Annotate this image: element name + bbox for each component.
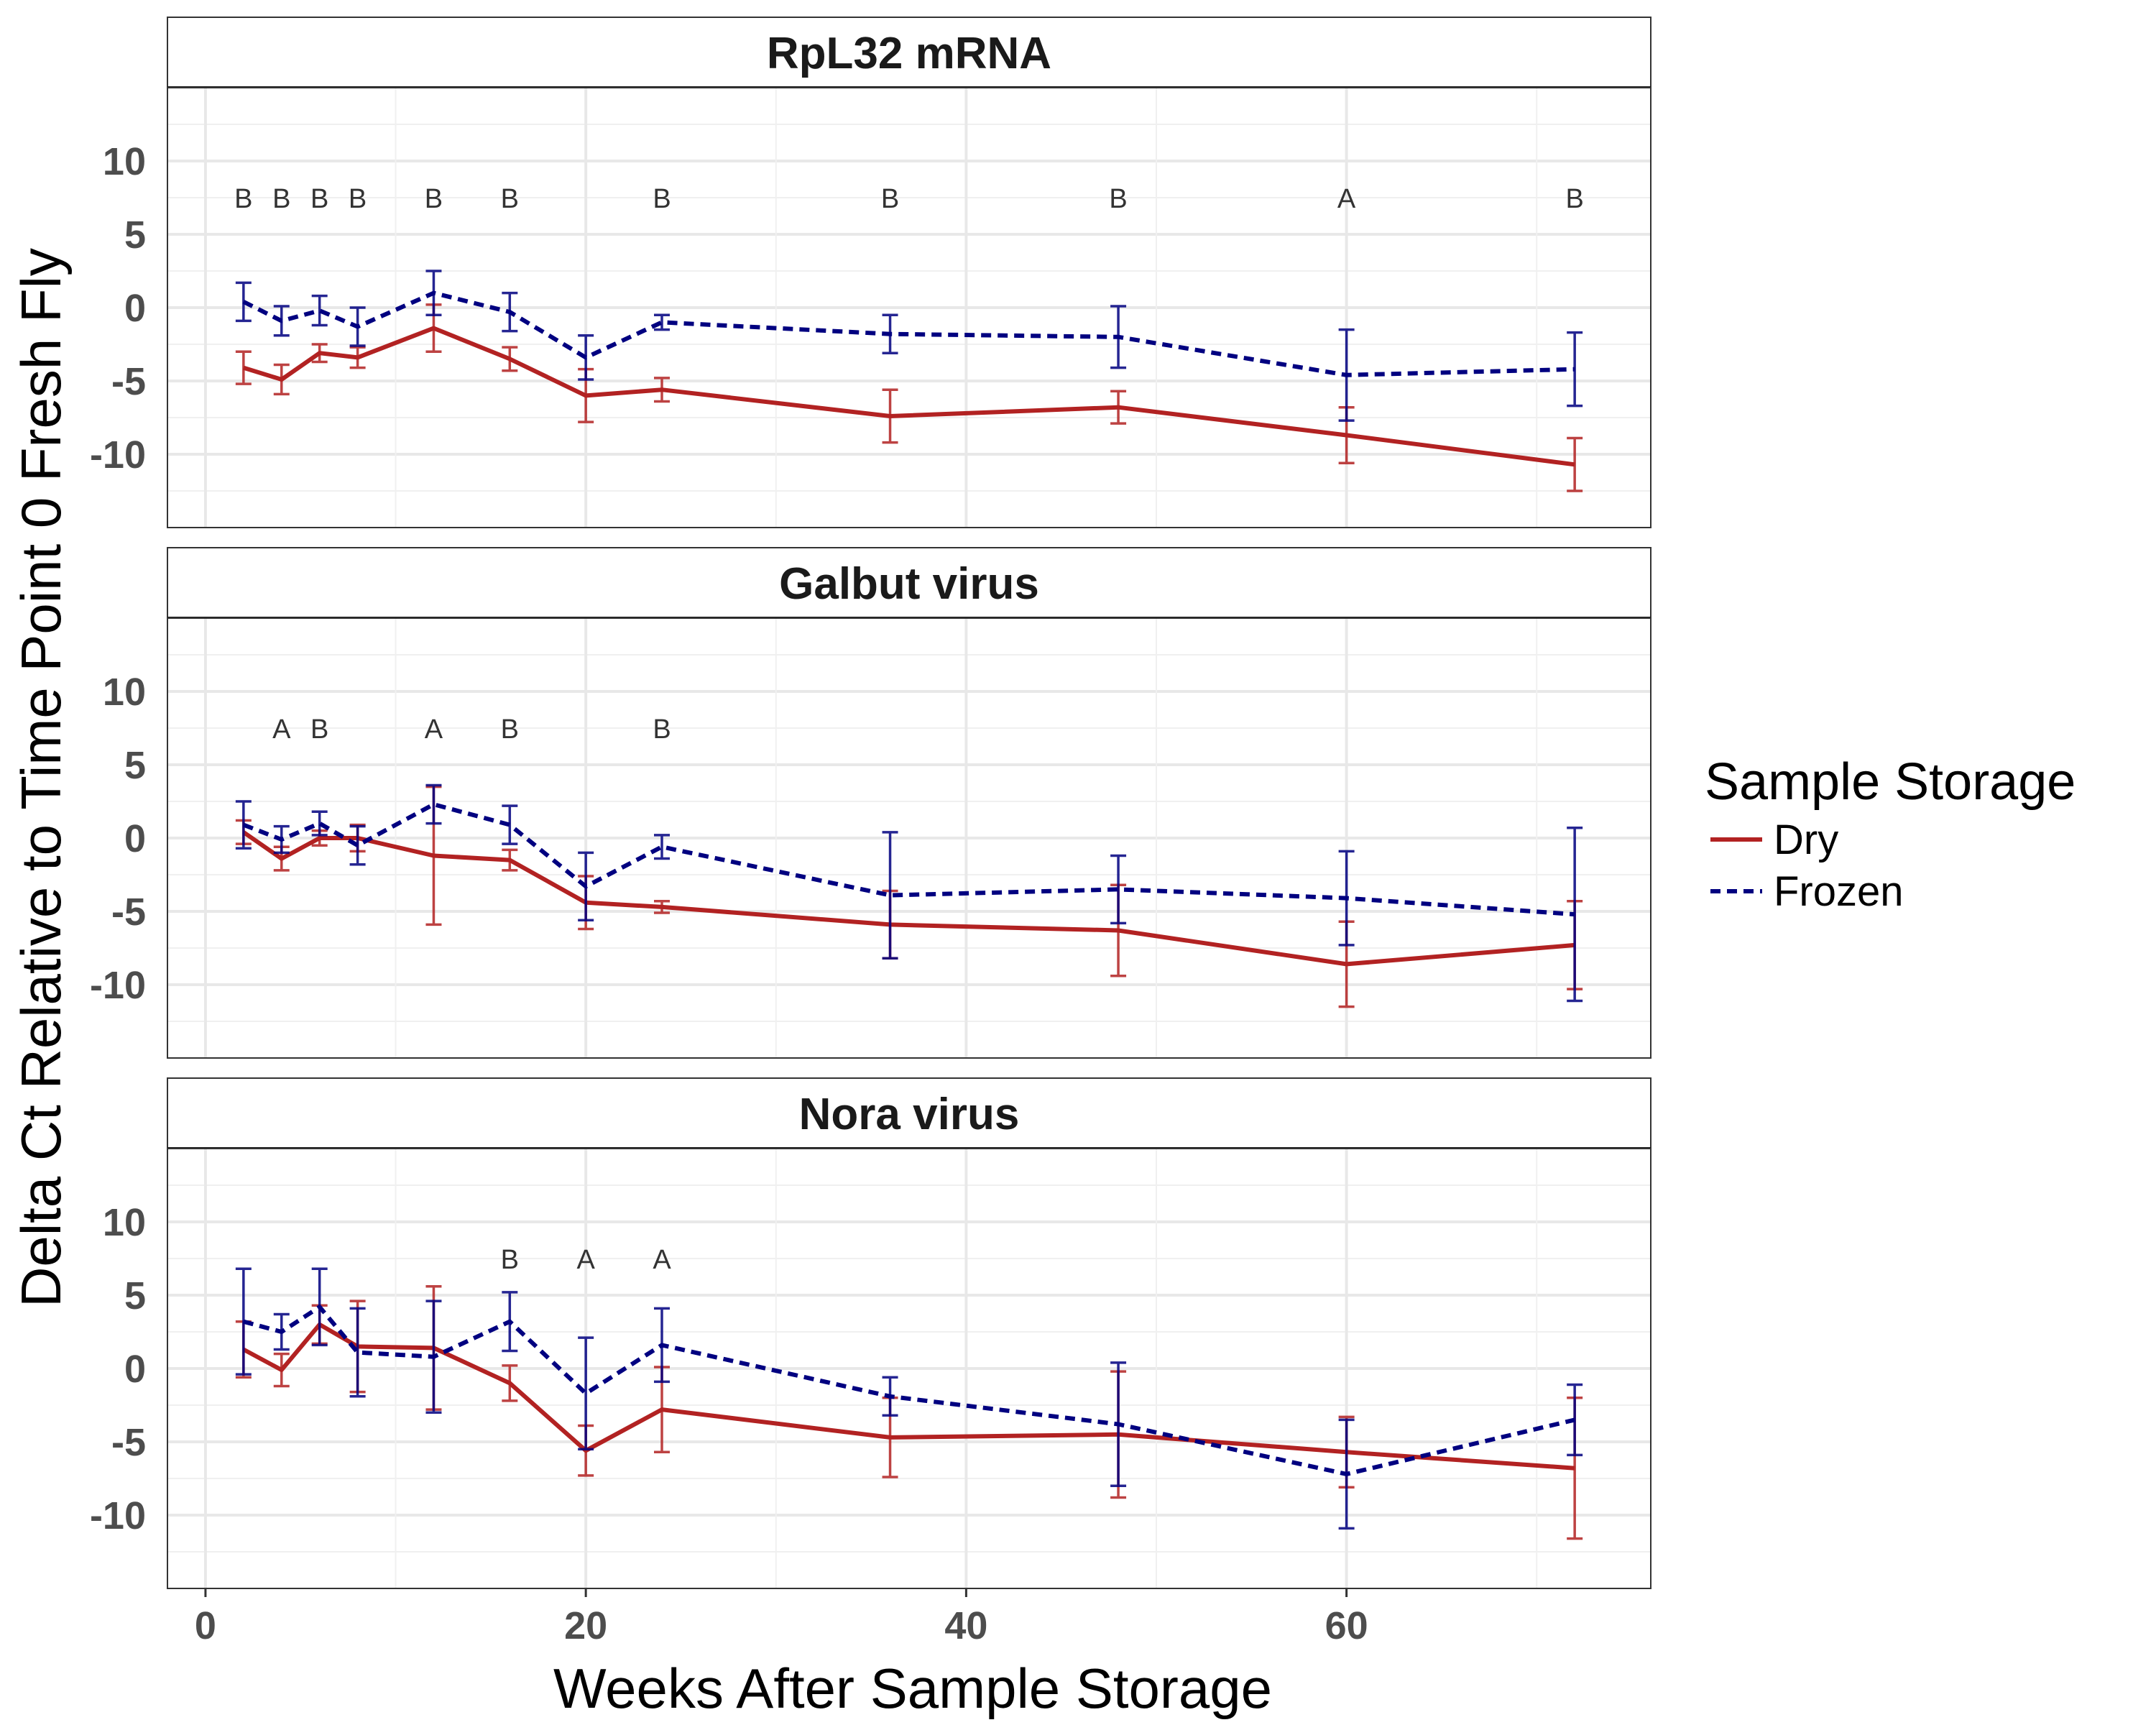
y-tick-label: 10	[103, 1201, 146, 1244]
significance-letter: B	[1565, 184, 1583, 214]
panel-border	[167, 1148, 1651, 1589]
panel-border	[167, 87, 1651, 528]
significance-letter: A	[425, 714, 443, 745]
y-tick-label: 0	[124, 817, 146, 860]
panel-border	[167, 617, 1651, 1059]
error-bar	[349, 1307, 366, 1398]
x-tick-label: 60	[1325, 1604, 1368, 1647]
significance-letter: B	[425, 184, 443, 214]
legend-item-dry: Dry	[1710, 816, 1838, 863]
y-axis: 10 5 0 -5 -10	[90, 140, 146, 477]
x-tick-label: 0	[195, 1604, 216, 1647]
series-frozen	[235, 270, 1583, 422]
series-line	[242, 326, 1575, 467]
error-bar	[654, 834, 670, 860]
gridlines	[167, 618, 1651, 1058]
error-bar	[311, 810, 328, 837]
significance-letter: B	[501, 714, 519, 745]
significance-letter: B	[349, 184, 367, 214]
error-bar	[882, 831, 898, 960]
panel-title: Galbut virus	[779, 559, 1039, 609]
x-axis: 0 20 40 60	[195, 1588, 1368, 1647]
significance-letter: A	[1337, 184, 1356, 214]
gridlines	[167, 1149, 1651, 1588]
panel-strip	[167, 547, 1651, 619]
y-tick-label: -10	[90, 433, 146, 477]
significance-letter: B	[272, 184, 290, 214]
y-tick-label: 10	[103, 671, 146, 714]
y-tick-label: -5	[111, 1421, 146, 1464]
significance-letter: B	[234, 184, 252, 214]
y-tick-label: 5	[124, 1274, 146, 1317]
y-tick-label: -10	[90, 1494, 146, 1537]
y-tick-label: 10	[103, 140, 146, 183]
series-line	[242, 830, 1575, 967]
panel-title: RpL32 mRNA	[767, 29, 1051, 78]
y-tick-label: 5	[124, 213, 146, 257]
significance-letter: B	[653, 184, 671, 214]
gridlines	[167, 88, 1651, 528]
error-bars	[235, 270, 1583, 422]
x-tick-label: 40	[944, 1604, 987, 1647]
series-line	[243, 1305, 1575, 1476]
significance-letter: B	[501, 184, 519, 214]
series-frozen	[235, 1267, 1583, 1530]
significance-letter: B	[501, 1245, 519, 1275]
error-bar	[654, 313, 670, 331]
y-tick-label: 5	[124, 744, 146, 787]
error-bar	[311, 294, 328, 327]
y-axis-title: Delta Ct Relative to Time Point 0 Fresh …	[9, 248, 73, 1307]
panel-title: Nora virus	[799, 1090, 1020, 1139]
series-frozen	[235, 783, 1583, 1003]
series-line	[242, 1322, 1575, 1471]
significance-letter: A	[576, 1245, 595, 1275]
significance-letter: B	[310, 184, 328, 214]
significance-letter: A	[653, 1245, 671, 1275]
panel-strip	[167, 1077, 1651, 1149]
panel-3: Nora virus 10 5 0 -5 -10 B A A	[90, 1077, 1651, 1589]
legend-item-frozen: Frozen	[1710, 868, 1904, 915]
y-tick-label: 0	[124, 287, 146, 330]
y-tick-label: -5	[111, 891, 146, 934]
significance-letter: B	[1109, 184, 1127, 214]
legend-entries: Dry Frozen	[1710, 816, 1904, 915]
legend-title: Sample Storage	[1705, 753, 2076, 811]
error-bar	[1110, 854, 1127, 925]
series-line	[242, 290, 1575, 377]
y-axis: 10 5 0 -5 -10	[90, 1201, 146, 1537]
significance-letter: A	[272, 714, 291, 745]
significance-letter: B	[310, 714, 328, 745]
y-tick-label: 0	[124, 1348, 146, 1391]
legend-label: Dry	[1774, 816, 1838, 863]
error-bar	[425, 783, 442, 825]
series-line	[242, 802, 1575, 917]
x-tick-label: 20	[564, 1604, 607, 1647]
error-bar	[502, 804, 518, 845]
y-axis: 10 5 0 -5 -10	[90, 671, 146, 1007]
significance-letter: B	[653, 714, 671, 745]
legend-label: Frozen	[1774, 868, 1904, 915]
y-tick-label: -10	[90, 964, 146, 1007]
panel-strip	[167, 17, 1651, 88]
y-tick-label: -5	[111, 360, 146, 403]
significance-letter: B	[881, 184, 899, 214]
error-bar	[578, 1336, 594, 1450]
series-dry	[235, 303, 1583, 492]
error-bar	[349, 824, 366, 866]
x-axis-title: Weeks After Sample Storage	[553, 1657, 1272, 1720]
legend: Sample Storage Dry Frozen	[1705, 753, 2076, 915]
